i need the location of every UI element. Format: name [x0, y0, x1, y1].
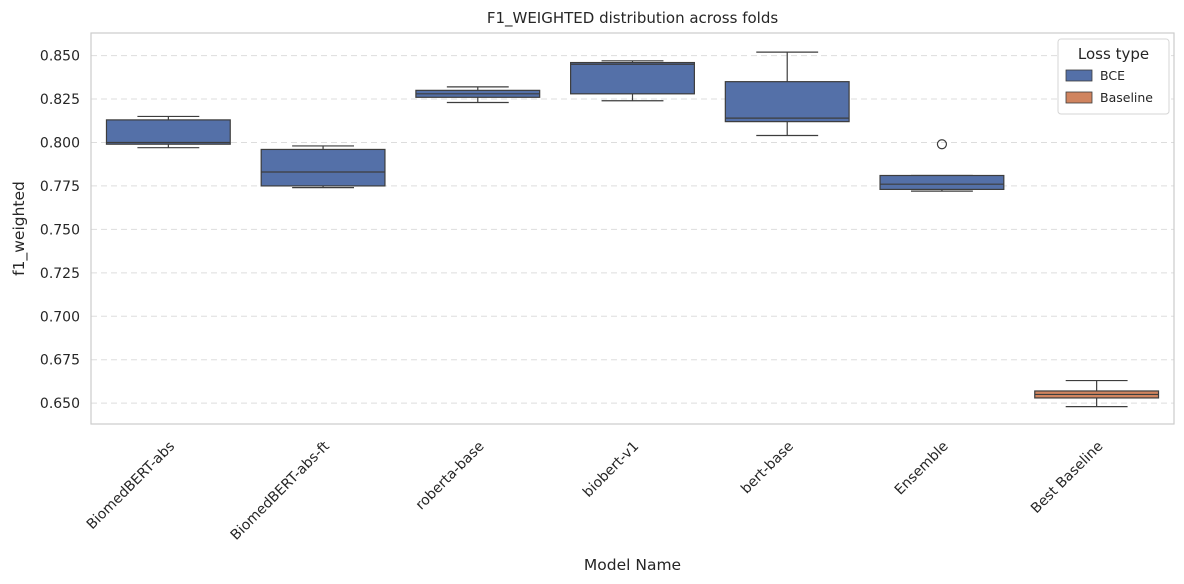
box-bert-base — [724, 51, 850, 137]
x-tick-label: BiomedBERT-abs — [84, 438, 178, 532]
y-tick-label: 0.725 — [40, 266, 80, 282]
x-tick-label: Ensemble — [892, 438, 952, 498]
y-tick-label: 0.675 — [40, 353, 80, 369]
y-axis-label: f1_weighted — [10, 181, 29, 276]
y-tick-label: 0.850 — [40, 49, 80, 65]
plot-frame — [90, 32, 1175, 425]
box-best-baseline — [1034, 379, 1160, 408]
box-plot-boxes — [105, 51, 1160, 408]
y-tick-label: 0.750 — [40, 222, 80, 238]
y-tick-label: 0.800 — [40, 135, 80, 151]
x-tick-label: Best Baseline — [1028, 438, 1106, 516]
box-ensemble — [879, 139, 1005, 192]
iqr-box — [570, 61, 695, 95]
outlier-point — [936, 139, 948, 150]
x-tick-label: bert-base — [738, 438, 797, 497]
iqr-box — [879, 174, 1005, 190]
box-biomedbert-abs-ft — [260, 145, 386, 189]
legend-entries: BCE Baseline — [1065, 68, 1153, 105]
x-tick-labels: BiomedBERT-abs BiomedBERT-abs-ft roberta-b… — [84, 438, 1107, 543]
box-roberta-base — [415, 86, 541, 104]
box-biobert-v1 — [570, 60, 695, 102]
y-tick-label: 0.825 — [40, 92, 80, 108]
x-axis-label: Model Name — [584, 556, 681, 574]
y-tick-label: 0.700 — [40, 309, 80, 325]
y-tick-label: 0.650 — [40, 396, 80, 412]
chart-title: F1_WEIGHTED distribution across folds — [487, 9, 779, 28]
iqr-box — [105, 119, 231, 145]
legend-label: BCE — [1100, 68, 1125, 83]
legend-swatch — [1065, 91, 1093, 104]
legend-swatch — [1065, 69, 1093, 82]
gridlines — [91, 55, 1174, 404]
x-tick-label: BiomedBERT-abs-ft — [228, 438, 333, 543]
x-tick-label: biobert-v1 — [580, 438, 642, 500]
iqr-box — [724, 81, 850, 123]
x-tick-label: roberta-base — [413, 438, 488, 513]
y-tick-labels: 0.650 0.675 0.700 0.725 0.750 0.775 0.800 0.825… — [40, 49, 80, 413]
legend-label: Baseline — [1100, 90, 1153, 105]
legend-title: Loss type — [1078, 45, 1149, 63]
y-tick-label: 0.775 — [40, 179, 80, 195]
box-biomedbert-abs — [105, 115, 231, 149]
iqr-box — [260, 148, 386, 187]
legend: Loss type BCE Baseline — [1057, 38, 1170, 115]
